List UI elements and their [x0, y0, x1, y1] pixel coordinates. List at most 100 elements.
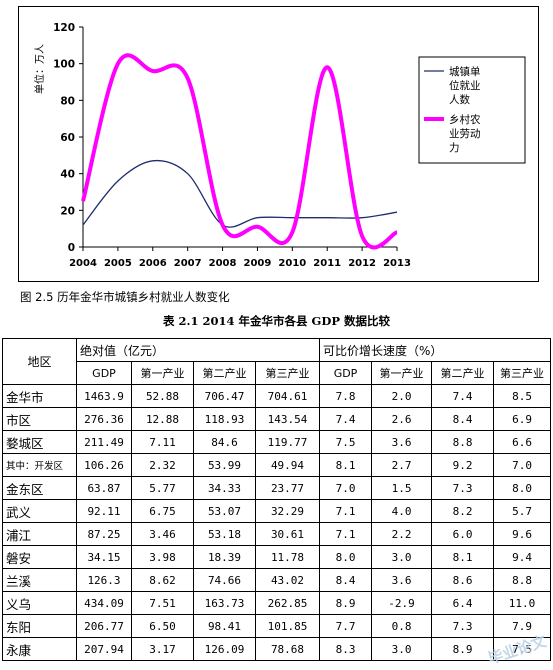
gdp-table: 地区 绝对值（亿元） 可比价增长速度（%） GDP 第一产业 第二产业 第三产业 GDP 第一产… [2, 338, 552, 661]
region-cell: 磐安 [2, 545, 77, 569]
value-cell: 3.17 [131, 637, 194, 661]
value-cell: 7.0 [493, 453, 552, 477]
x-tick-label: 2011 [313, 258, 341, 269]
value-cell: 9.2 [431, 453, 495, 477]
value-cell: 207.94 [76, 637, 132, 661]
value-cell: 52.88 [131, 384, 194, 408]
column-header: GDP [319, 361, 373, 385]
value-cell: 5.77 [131, 476, 194, 500]
value-cell: 6.0 [431, 522, 495, 546]
value-cell: 276.36 [76, 407, 132, 431]
value-cell: 74.66 [193, 568, 256, 592]
value-cell: 8.0 [493, 476, 552, 500]
value-cell: 3.46 [131, 522, 194, 546]
x-tick-label: 2004 [69, 258, 97, 269]
table-header-row: 地区 绝对值（亿元） 可比价增长速度（%） [2, 338, 552, 385]
abs-value-group-header: 绝对值（亿元） [75, 338, 321, 362]
value-cell: 7.8 [319, 384, 373, 408]
value-cell: 118.93 [193, 407, 256, 431]
x-tick-label: 2005 [104, 258, 132, 269]
value-cell: 7.3 [431, 614, 495, 638]
y-tick-label: 0 [68, 242, 75, 254]
value-cell: 143.54 [254, 407, 321, 431]
value-cell: 6.50 [131, 614, 194, 638]
region-cell: 其中：开发区 [2, 453, 77, 477]
value-cell: 78.68 [254, 637, 321, 661]
region-cell: 金华市 [2, 384, 77, 408]
table-subheader-row: GDP 第一产业 第二产业 第三产业 GDP 第一产业 第二产业 第三产业 [3, 361, 552, 385]
value-cell: 8.6 [431, 568, 495, 592]
value-cell: 0.8 [371, 614, 433, 638]
series-line-2 [81, 53, 398, 250]
value-cell: 126.3 [76, 568, 132, 592]
table-row: 市区 276.36 12.88 118.93 143.54 7.4 2.6 8.4 6.9 [2, 407, 552, 431]
value-cell: 7.5 [493, 637, 552, 661]
value-cell: 23.77 [254, 476, 321, 500]
table-row: 兰溪 126.3 8.62 74.66 43.02 8.4 3.6 8.6 8.8 [2, 568, 552, 592]
legend-label: 业劳动 [449, 127, 481, 140]
value-cell: 6.75 [131, 499, 194, 523]
x-tick-label: 2009 [244, 258, 272, 269]
value-cell: 7.11 [131, 430, 194, 454]
column-header: 第二产业 [193, 361, 256, 385]
legend-label: 人数 [449, 93, 470, 106]
x-tick-label: 2013 [383, 258, 411, 269]
legend-label: 城镇单 [449, 65, 481, 78]
value-cell: 1.5 [371, 476, 433, 500]
value-cell: 12.88 [131, 407, 194, 431]
value-cell: 706.47 [193, 384, 256, 408]
region-cell: 市区 [2, 407, 77, 431]
value-cell: 8.9 [319, 591, 373, 615]
y-tick-label: 60 [60, 132, 75, 144]
value-cell: 9.6 [493, 522, 552, 546]
value-cell: 87.25 [76, 522, 132, 546]
region-cell: 兰溪 [2, 568, 77, 592]
value-cell: 262.85 [254, 591, 321, 615]
region-cell: 永康 [2, 637, 77, 661]
chart-frame: 0 20 40 60 80 100 120 2004 2005 2006 2007 2008 2009 2… [18, 6, 539, 282]
value-cell: 119.77 [254, 430, 321, 454]
value-cell: 206.77 [76, 614, 132, 638]
x-tick-label: 2010 [278, 258, 306, 269]
value-cell: 6.4 [431, 591, 495, 615]
value-cell: -2.9 [371, 591, 433, 615]
region-cell: 婺城区 [2, 430, 77, 454]
value-cell: 8.1 [431, 545, 495, 569]
value-cell: 1463.9 [76, 384, 132, 408]
value-cell: 92.11 [76, 499, 132, 523]
value-cell: 8.5 [493, 384, 552, 408]
value-cell: 3.0 [371, 545, 433, 569]
value-cell: 101.85 [254, 614, 321, 638]
value-cell: 126.09 [193, 637, 256, 661]
table-row: 浦江 87.25 3.46 53.18 30.61 7.1 2.2 6.0 9.6 [2, 522, 552, 546]
value-cell: 8.4 [319, 568, 373, 592]
column-header: 第二产业 [431, 361, 495, 385]
region-cell: 东阳 [2, 614, 77, 638]
x-tick-label: 2006 [139, 258, 167, 269]
value-cell: 8.8 [493, 568, 552, 592]
value-cell: 34.33 [193, 476, 256, 500]
legend-label: 力 [449, 141, 460, 154]
value-cell: 98.41 [193, 614, 256, 638]
legend-label: 乡村农 [449, 113, 481, 126]
value-cell: 3.0 [371, 637, 433, 661]
y-tick-label: 20 [60, 205, 75, 217]
value-cell: 6.9 [493, 407, 552, 431]
value-cell: 211.49 [76, 430, 132, 454]
value-cell: 3.98 [131, 545, 194, 569]
value-cell: 84.6 [193, 430, 256, 454]
column-header: 第三产业 [254, 361, 321, 385]
value-cell: 34.15 [76, 545, 132, 569]
x-tick-label: 2007 [174, 258, 202, 269]
table-row: 永康 207.94 3.17 126.09 78.68 8.3 3.0 8.9 7.5 [2, 637, 552, 661]
value-cell: 53.07 [193, 499, 256, 523]
value-cell: 2.6 [371, 407, 433, 431]
value-cell: 7.51 [131, 591, 194, 615]
value-cell: 49.94 [254, 453, 321, 477]
value-cell: 53.18 [193, 522, 256, 546]
value-cell: 7.5 [319, 430, 373, 454]
table-row: 东阳 206.77 6.50 98.41 101.85 7.7 0.8 7.3 7.9 [2, 614, 552, 638]
value-cell: 704.61 [254, 384, 321, 408]
y-tick-label: 40 [60, 169, 75, 181]
